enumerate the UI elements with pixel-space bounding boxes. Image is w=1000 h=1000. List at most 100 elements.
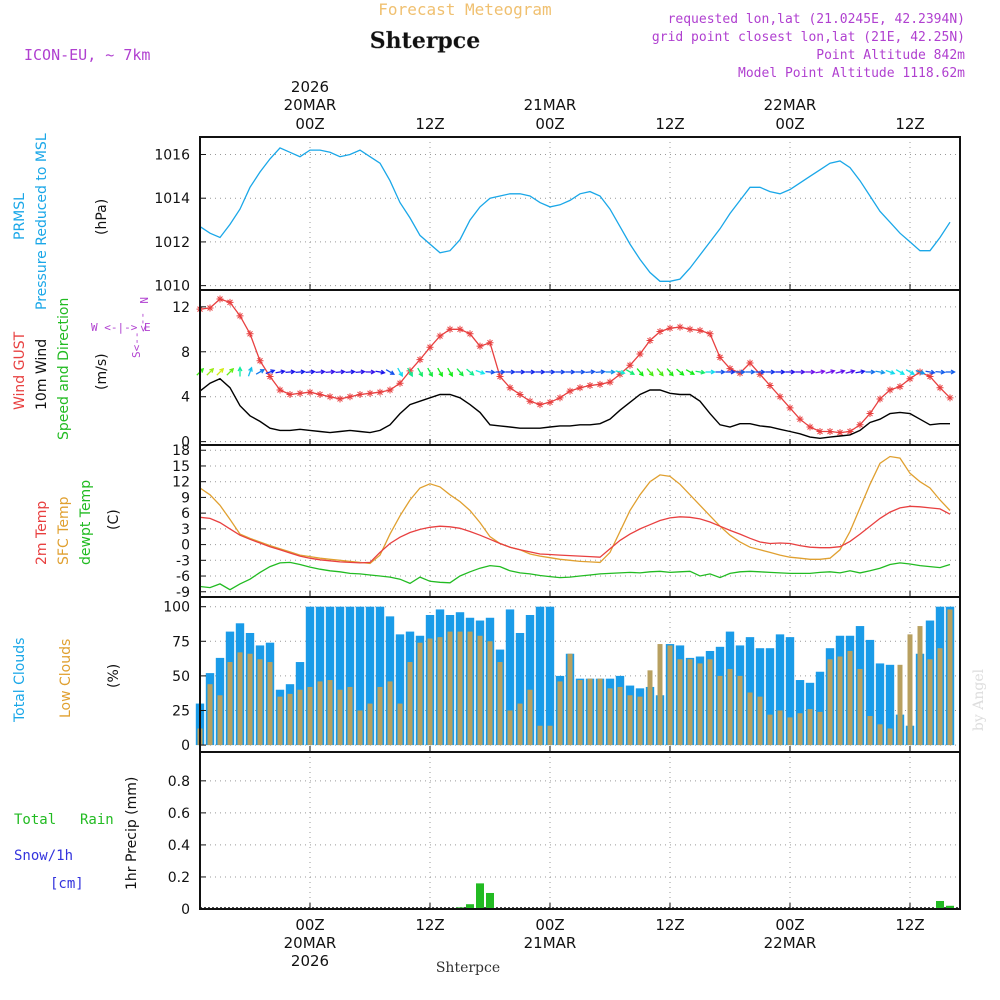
wind-arrow-25 xyxy=(447,367,453,378)
bottom-time-label-5: 12Z xyxy=(895,916,924,934)
wind-direction-label: Speed and Direction xyxy=(56,298,72,440)
wind-arrow-5 xyxy=(247,366,253,377)
total-cloud-bar-62 xyxy=(815,671,825,746)
wind-arrow-19 xyxy=(385,369,396,375)
low-cloud-bar-45 xyxy=(647,670,653,746)
low-cloud-label: Low Clouds xyxy=(58,639,74,718)
gust-marker-50 xyxy=(696,326,704,334)
low-cloud-bar-68 xyxy=(877,724,883,746)
gust-marker-63 xyxy=(826,428,834,436)
wind-arrow-head-43 xyxy=(629,370,636,375)
total-cloud-bar-59 xyxy=(785,637,795,746)
wind-arrow-37 xyxy=(565,369,576,375)
wind-arrow-18 xyxy=(375,369,386,375)
total-cloud-bar-20 xyxy=(395,634,405,746)
wind-arrow-shaft-74 xyxy=(935,370,945,374)
wind-arrow-31 xyxy=(505,369,516,375)
temp-unit: (C) xyxy=(106,509,122,530)
footer-location: Shterpce xyxy=(436,960,500,976)
gust-marker-39 xyxy=(586,381,594,389)
dewpt-line xyxy=(199,561,951,591)
wind-arrow-shaft-39 xyxy=(585,370,595,374)
wind-arrow-head-75 xyxy=(950,369,956,375)
wind-arrow-head-20 xyxy=(398,371,403,378)
low-cloud-bar-7 xyxy=(267,662,273,746)
low-cloud-bar-44 xyxy=(637,696,643,746)
gust-marker-38 xyxy=(576,384,584,392)
low-cloud-bar-9 xyxy=(287,693,293,746)
wind-arrow-head-44 xyxy=(638,371,644,377)
gust-marker-15 xyxy=(346,393,354,401)
low-cloud-bar-74 xyxy=(937,648,943,746)
total-cloud-bar-13 xyxy=(325,606,335,746)
wind-arrow-head-21 xyxy=(408,371,413,378)
low-cloud-bar-65 xyxy=(847,650,853,746)
low-cloud-bar-29 xyxy=(487,641,493,746)
wind-arrow-6 xyxy=(255,369,266,375)
wind-arrow-15 xyxy=(345,369,356,375)
cloud-unit: (%) xyxy=(106,664,122,688)
model-altitude: Model Point Altitude 1118.62m xyxy=(738,66,965,81)
wind-arrow-head-39 xyxy=(590,369,596,375)
low-cloud-bar-14 xyxy=(337,689,343,746)
ytick-label-4-4: 0.8 xyxy=(168,774,190,790)
wind-arrow-60 xyxy=(795,369,806,375)
wind-arrow-32 xyxy=(515,369,526,375)
gust-marker-70 xyxy=(896,383,904,391)
low-cloud-bar-62 xyxy=(817,711,823,746)
top-time-label-5: 12Z xyxy=(895,115,924,133)
wind-arrow-shaft-48 xyxy=(676,368,684,376)
wind-arrow-shaft-5 xyxy=(247,367,253,377)
wind-arrow-head-12 xyxy=(320,369,326,375)
wind-arrow-shaft-23 xyxy=(427,367,433,377)
total-cloud-bar-35 xyxy=(545,606,555,746)
wind-arrow-head-10 xyxy=(300,369,306,375)
low-cloud-bar-12 xyxy=(317,681,323,746)
wind-arrow-56 xyxy=(755,369,766,375)
total-cloud-bar-60 xyxy=(795,680,805,746)
wind-arrow-head-32 xyxy=(520,369,526,375)
low-cloud-bar-34 xyxy=(537,725,543,746)
wind-arrow-shaft-11 xyxy=(305,370,315,374)
gust-marker-11 xyxy=(306,388,314,396)
low-cloud-bar-21 xyxy=(407,662,413,746)
wind-arrow-shaft-46 xyxy=(656,368,664,376)
wind-arrow-50 xyxy=(695,369,706,375)
bottom-time-label-0: 00Z xyxy=(295,916,324,934)
wind-arrow-head-50 xyxy=(700,369,706,375)
low-cloud-bar-11 xyxy=(307,686,313,746)
gust-marker-18 xyxy=(376,388,384,396)
panel-frame-1 xyxy=(199,289,961,446)
low-cloud-bar-42 xyxy=(617,686,623,746)
ytick-label-4-3: 0.6 xyxy=(168,806,190,822)
low-cloud-bar-64 xyxy=(837,656,843,746)
wind-arrow-head-62 xyxy=(820,369,826,375)
gust-marker-26 xyxy=(456,325,464,333)
pressure-line xyxy=(199,147,951,282)
point-altitude: Point Altitude 842m xyxy=(816,48,965,63)
t2m-line xyxy=(199,505,951,564)
temp-labels: 2m Temp SFC Temp dewpt Temp (C) xyxy=(34,480,122,565)
wind-arrow-head-37 xyxy=(570,369,576,375)
wind-arrow-39 xyxy=(585,369,596,375)
rain-bar-1 xyxy=(466,904,474,909)
top-year-label-0: 2026 xyxy=(291,78,329,96)
wind-arrow-40 xyxy=(595,369,606,375)
gust-marker-75 xyxy=(946,394,954,402)
gust-marker-34 xyxy=(536,401,544,409)
low-cloud-bar-54 xyxy=(737,675,743,746)
wind-arrow-head-23 xyxy=(428,371,433,378)
ytick-label-1-0: 0 xyxy=(181,435,190,451)
wind-arrow-head-28 xyxy=(480,370,486,375)
precip-labels: Total Rain Snow/1h [cm] 1hr Precip (mm) xyxy=(14,777,140,892)
ytick-label-2-7: 12 xyxy=(172,475,190,491)
wind-arrow-55 xyxy=(745,369,756,375)
ytick-label-4-0: 0 xyxy=(181,902,190,918)
wind-arrow-shaft-19 xyxy=(385,369,395,375)
total-cloud-bar-69 xyxy=(885,664,895,746)
low-cloud-bar-22 xyxy=(417,642,423,746)
dewpt-label: dewpt Temp xyxy=(78,480,94,565)
gust-marker-56 xyxy=(756,370,764,378)
gust-marker-66 xyxy=(856,421,864,429)
panel-frame-2 xyxy=(199,444,961,598)
